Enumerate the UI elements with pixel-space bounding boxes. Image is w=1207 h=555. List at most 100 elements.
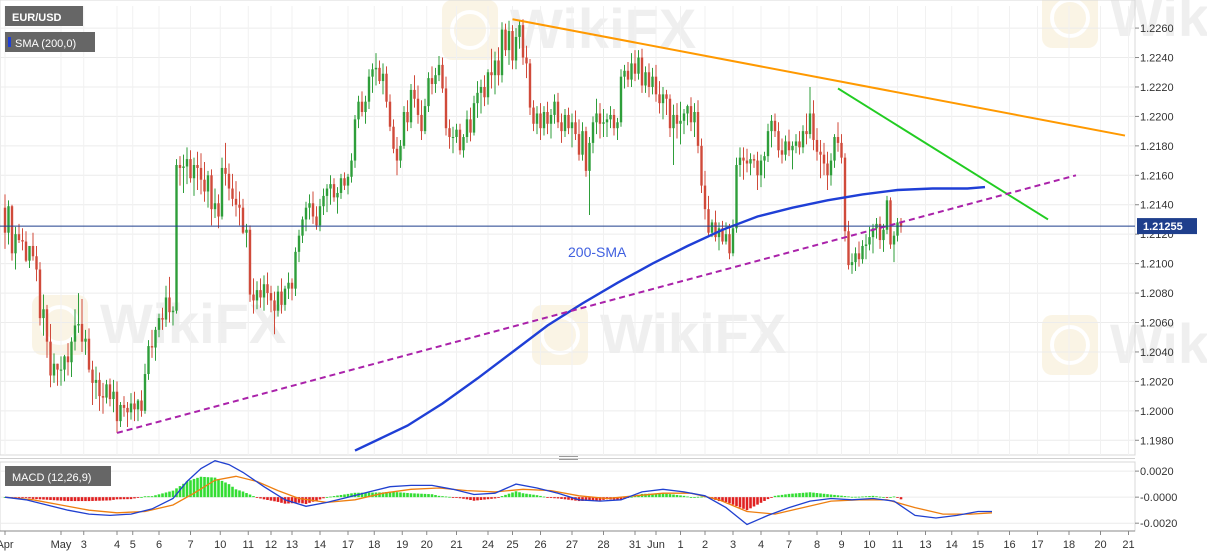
candle-body xyxy=(745,160,749,164)
candle xyxy=(493,51,497,95)
candle xyxy=(542,106,546,136)
y-tick-label: 1.2000 xyxy=(1140,406,1174,418)
x-tick-label: 18 xyxy=(368,539,380,551)
x-tick-label: 14 xyxy=(946,539,958,551)
candle-body xyxy=(728,234,731,254)
candle-body xyxy=(570,122,574,129)
candle-body xyxy=(59,369,63,371)
candle-body xyxy=(896,222,899,236)
macd-histogram-bar xyxy=(514,491,518,498)
candle-body xyxy=(248,229,252,295)
x-tick-label: Jun xyxy=(647,539,665,551)
candle xyxy=(276,285,280,317)
candle-body xyxy=(224,167,227,174)
macd-histogram-bar xyxy=(766,497,770,500)
macd-histogram-bar xyxy=(455,497,458,498)
candle xyxy=(259,278,262,308)
candle-body xyxy=(833,137,836,161)
candle-body xyxy=(567,114,570,129)
candle-body xyxy=(633,63,637,74)
candle xyxy=(224,142,227,186)
candle-body xyxy=(682,113,686,121)
candle xyxy=(654,64,658,102)
candle-body xyxy=(780,150,784,155)
candle xyxy=(896,217,899,242)
macd-histogram-bar xyxy=(721,497,724,502)
macd-histogram-bar xyxy=(546,497,549,498)
candle-body xyxy=(469,119,472,133)
candle-body xyxy=(763,156,766,161)
macd-histogram-bar xyxy=(780,494,784,498)
candle-body xyxy=(409,89,413,123)
candle xyxy=(511,25,514,70)
y-tick-label: 1.2200 xyxy=(1140,111,1174,123)
macd-histogram-bar xyxy=(35,497,38,500)
candle xyxy=(861,240,864,264)
candle-body xyxy=(721,228,724,242)
macd-histogram-bar xyxy=(199,476,203,498)
candle xyxy=(364,95,367,124)
candle-body xyxy=(696,111,700,146)
candle xyxy=(605,113,609,138)
candle-body xyxy=(658,94,661,104)
candle-body xyxy=(427,78,430,107)
candle-body xyxy=(654,76,658,95)
candle xyxy=(133,391,136,422)
candle xyxy=(448,119,451,149)
candle xyxy=(171,306,175,326)
candle-body xyxy=(563,114,567,132)
candle xyxy=(878,216,882,249)
candle-body xyxy=(290,282,294,289)
macd-histogram-bar xyxy=(728,497,731,504)
y-tick-label: 1.2180 xyxy=(1140,141,1174,153)
y-tick-label: 1.2220 xyxy=(1140,82,1174,94)
candle xyxy=(17,223,21,244)
candle-body xyxy=(770,120,773,132)
candle-body xyxy=(546,111,549,124)
candle xyxy=(406,100,409,132)
macd-label: MACD (12,26,9) xyxy=(12,472,91,484)
candle xyxy=(472,95,476,136)
candle xyxy=(833,134,836,168)
candle xyxy=(241,198,245,235)
candle-body xyxy=(332,184,336,198)
candle-body xyxy=(710,222,714,233)
x-tick-label: 15 xyxy=(972,539,984,551)
candle-body xyxy=(486,72,490,98)
candle xyxy=(738,147,742,177)
x-tick-label: 17 xyxy=(342,539,354,551)
macd-histogram-bar xyxy=(294,497,297,504)
macd-histogram-bar xyxy=(437,495,441,498)
candle xyxy=(535,106,539,135)
candle xyxy=(56,363,59,386)
macd-histogram-bar xyxy=(101,497,105,501)
macd-histogram-bar xyxy=(231,486,234,498)
candle xyxy=(24,231,28,263)
y-tick-label: 1.2240 xyxy=(1140,53,1174,65)
macd-histogram-bar xyxy=(899,497,903,500)
indicator-color-icon xyxy=(8,37,11,47)
x-tick-label: 25 xyxy=(506,539,518,551)
candle-body xyxy=(325,188,329,196)
candle xyxy=(801,125,805,154)
macd-histogram-bar xyxy=(535,495,539,498)
candle xyxy=(21,228,24,251)
x-tick-label: 3 xyxy=(730,539,736,551)
macd-histogram-bar xyxy=(318,497,322,500)
candle-body xyxy=(381,73,385,82)
candle-body xyxy=(836,137,840,143)
candle xyxy=(787,129,791,157)
macd-histogram-bar xyxy=(885,497,889,498)
candle-body xyxy=(525,57,528,64)
candle-body xyxy=(693,111,696,123)
candle xyxy=(854,247,857,271)
candle-body xyxy=(605,119,609,123)
candle xyxy=(479,79,483,114)
macd-histogram-bar xyxy=(350,493,353,498)
candle-body xyxy=(91,369,94,383)
candle-body xyxy=(185,159,189,167)
candle-body xyxy=(189,159,192,179)
candle-body xyxy=(595,113,598,123)
candle xyxy=(322,188,325,216)
candle-body xyxy=(661,94,665,104)
